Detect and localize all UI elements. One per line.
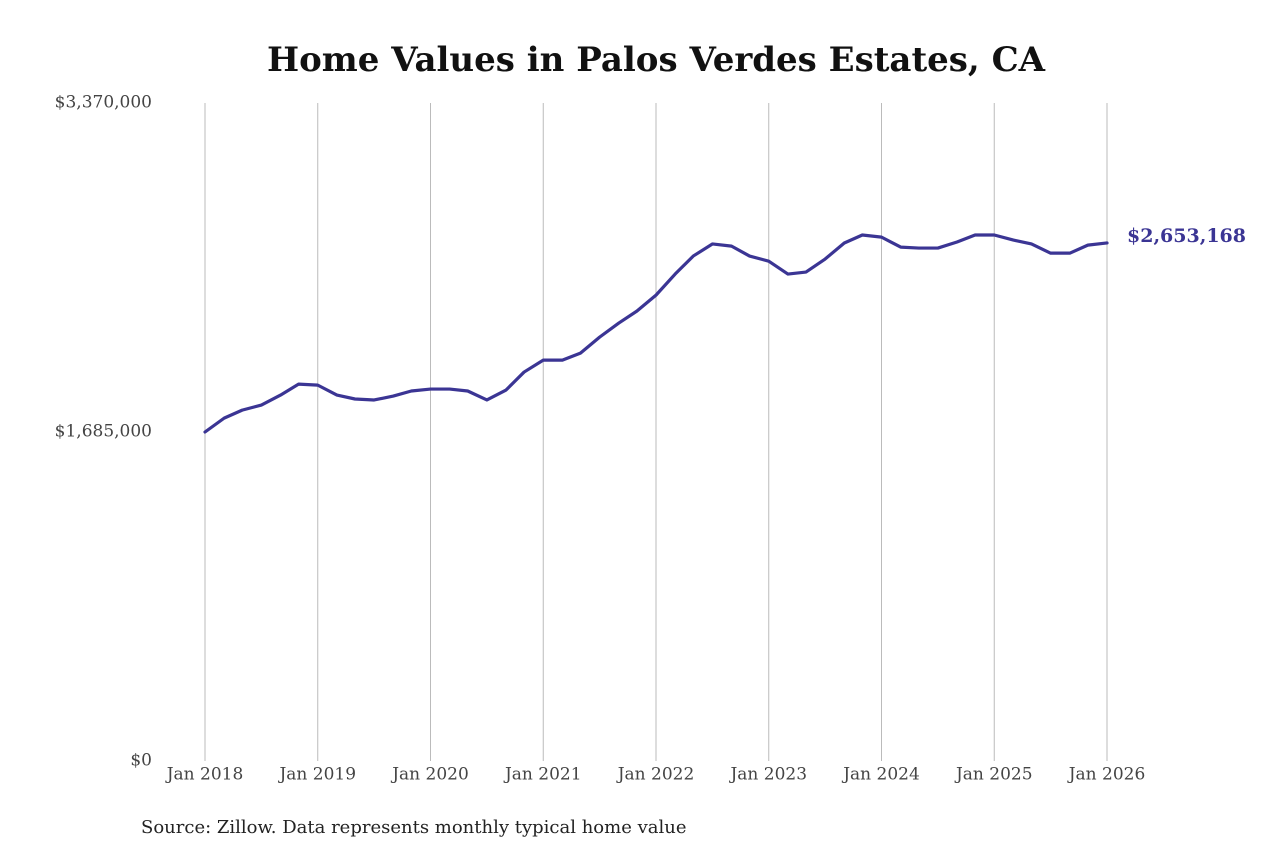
x-tick-label: Jan 2021	[503, 765, 582, 785]
x-tick-label: Jan 2023	[728, 765, 807, 785]
source-note: Source: Zillow. Data represents monthly …	[141, 817, 687, 838]
x-tick-label: Jan 2019	[277, 765, 356, 785]
data-label: $2,653,168	[1127, 225, 1246, 247]
data-line	[203, 233, 1109, 434]
chart-title: Home Values in Palos Verdes Estates, CA	[267, 40, 1046, 80]
x-tick-label: Jan 2025	[954, 765, 1033, 785]
y-tick-label: $1,685,000	[55, 422, 152, 442]
x-tick-label: Jan 2020	[390, 765, 469, 785]
x-tick-label: Jan 2018	[165, 765, 244, 785]
y-tick-label: $3,370,000	[55, 93, 152, 113]
x-tick-label: Jan 2022	[616, 765, 695, 785]
y-tick-label: $0	[130, 751, 152, 771]
x-tick-label: Jan 2026	[1067, 765, 1146, 785]
x-tick-label: Jan 2024	[841, 765, 920, 785]
